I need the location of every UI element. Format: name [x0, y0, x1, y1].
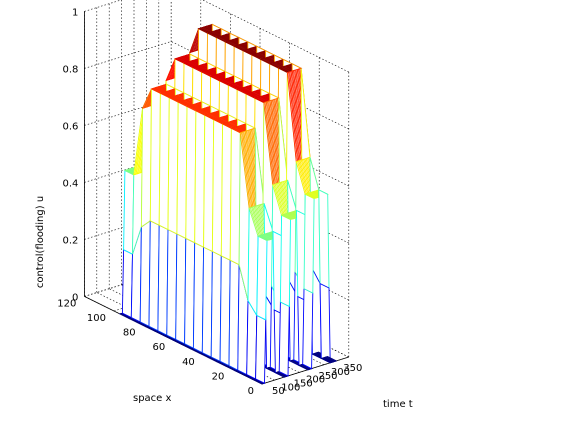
- surface-cell: [229, 127, 241, 266]
- surface-cell: [302, 287, 314, 370]
- surface-cell: [201, 246, 213, 358]
- surface-cell: [220, 123, 232, 261]
- gridline: [84, 98, 172, 126]
- surface-cell: [210, 250, 222, 363]
- surface-cell: [194, 110, 206, 248]
- y-axis-label: space x: [133, 393, 172, 404]
- gridline: [84, 0, 123, 12]
- surface-cell: [303, 193, 315, 294]
- y-tick-label: 120: [57, 298, 76, 309]
- surface-cell: [157, 224, 169, 336]
- z-tick-label: 0.2: [62, 235, 78, 246]
- x-tick-label: 100: [281, 382, 300, 393]
- y-tick-label: 80: [123, 328, 136, 339]
- surface-cell: [175, 233, 187, 345]
- gridline: [84, 41, 172, 69]
- surface-cell: [255, 314, 267, 384]
- x-tick-label: 50: [272, 386, 285, 397]
- surface-cell: [319, 282, 331, 364]
- surface-cell: [176, 101, 188, 240]
- tick-labels: 5010015020025030035002040608010012000.20…: [57, 7, 362, 397]
- surface-cell: [166, 228, 178, 341]
- surface-cell: [149, 88, 161, 226]
- z-axis-label: control(flooding) u: [35, 196, 46, 288]
- x-tick-label: 200: [306, 375, 325, 386]
- z-tick-label: 1: [72, 7, 78, 18]
- x-tick-label: 300: [331, 367, 350, 378]
- surface-cell: [325, 356, 338, 362]
- z-tick-label: 0.8: [62, 64, 78, 75]
- gridline: [84, 269, 172, 297]
- gridline: [84, 155, 172, 183]
- y-tick-label: 60: [152, 342, 165, 353]
- z-tick-label: 0: [72, 292, 78, 303]
- y-tick-label: 40: [182, 357, 195, 368]
- y-tick-label: 20: [212, 371, 225, 382]
- z-tick-label: 0.6: [62, 121, 78, 132]
- x-tick-label: 250: [318, 371, 337, 382]
- surface-cell: [185, 105, 197, 244]
- surface-cell: [279, 214, 291, 308]
- y-tick-label: 0: [248, 386, 254, 397]
- surface-mesh: [118, 23, 338, 385]
- x-tick-label: 350: [343, 363, 362, 374]
- y-tick-label: 100: [87, 313, 106, 324]
- surface-cell: [121, 248, 133, 319]
- x-tick-label: 150: [294, 378, 313, 389]
- z-tick-label: 0.4: [62, 178, 78, 189]
- surface-cell: [219, 255, 231, 367]
- x-axis-label: time t: [383, 399, 413, 410]
- gridline: [202, 0, 349, 73]
- gridline: [84, 212, 172, 240]
- surface-cell: [256, 235, 268, 321]
- surface-cell: [278, 301, 290, 377]
- surface-cell: [318, 189, 330, 289]
